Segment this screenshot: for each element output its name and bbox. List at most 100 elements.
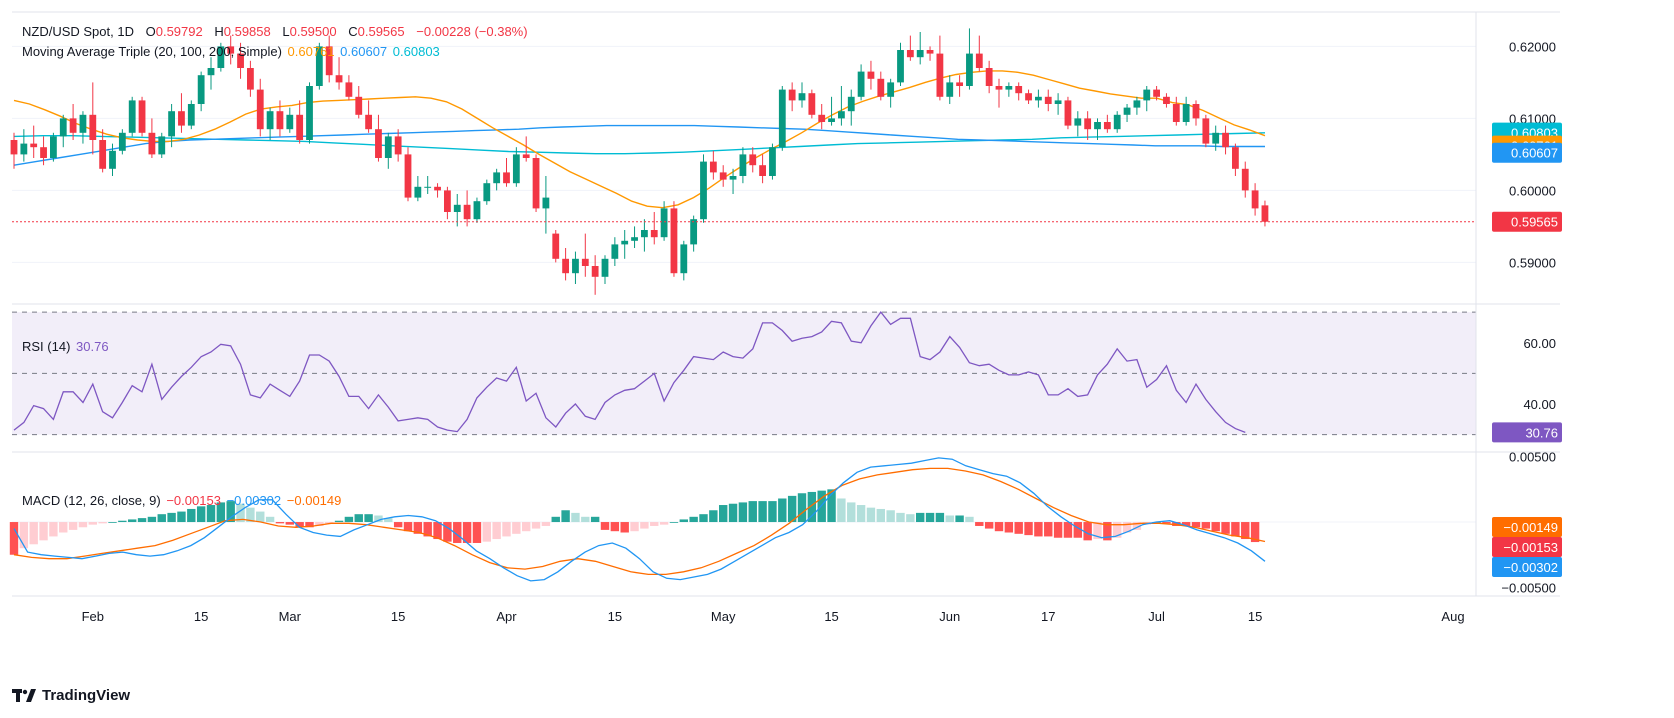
- macd-hist-bar: [482, 522, 491, 542]
- candle: [1182, 96, 1190, 126]
- candle: [1035, 89, 1042, 108]
- price-tick-label: 0.62000: [1509, 39, 1556, 54]
- candle: [749, 147, 757, 173]
- macd-hist-bar: [177, 511, 186, 523]
- macd-hist-bar: [108, 522, 117, 523]
- svg-text:−0.00302: −0.00302: [1503, 560, 1558, 575]
- candle: [197, 71, 205, 112]
- macd-hist-bar: [1162, 522, 1171, 524]
- brand-name: TradingView: [42, 687, 131, 704]
- macd-hist-bar: [768, 501, 777, 523]
- candle: [355, 86, 363, 119]
- candle: [296, 100, 304, 144]
- macd-hist-bar: [265, 516, 275, 523]
- candle: [926, 46, 934, 61]
- rsi-value-tag: 30.76: [1492, 422, 1562, 443]
- macd-value-tag: −0.00302: [1492, 557, 1562, 577]
- macd-hist-bar: [443, 522, 452, 542]
- candle: [601, 255, 609, 284]
- time-tick-label: Mar: [279, 609, 302, 624]
- candle: [69, 104, 77, 140]
- candle: [483, 179, 491, 205]
- macd-hist-bar: [1191, 522, 1201, 528]
- candle: [158, 132, 166, 158]
- macd-hist-bar: [994, 522, 1004, 532]
- tradingview-brand[interactable]: TradingView: [12, 687, 130, 704]
- tradingview-logo-icon: [12, 688, 36, 702]
- time-tick-label: 15: [391, 609, 405, 624]
- macd-hist-bar: [147, 516, 157, 523]
- macd-hist-bar: [1083, 522, 1092, 541]
- candle: [562, 248, 569, 281]
- close-value: 0.59565: [357, 24, 405, 39]
- macd-hist-bar: [512, 522, 521, 534]
- candle: [335, 57, 343, 90]
- ma20-line: [13, 70, 1266, 209]
- macd-hist-bar: [295, 522, 304, 528]
- macd-hist-bar: [610, 522, 620, 532]
- candle: [325, 35, 333, 83]
- macd-hist-bar: [906, 514, 915, 523]
- candle: [709, 150, 717, 180]
- candle: [838, 86, 845, 126]
- candle: [788, 82, 796, 112]
- candle: [40, 136, 47, 166]
- candle: [424, 176, 432, 194]
- candle: [1261, 200, 1269, 227]
- candle: [463, 190, 471, 227]
- candle: [50, 132, 57, 162]
- time-tick-label: 15: [824, 609, 838, 624]
- candle: [1054, 93, 1062, 115]
- candle: [79, 111, 87, 144]
- macd-hist-bar: [325, 522, 334, 524]
- candle: [217, 42, 225, 72]
- candle: [532, 154, 540, 212]
- candle: [680, 240, 688, 281]
- candle: [20, 129, 28, 162]
- macd-hist-bar: [935, 512, 945, 523]
- svg-text:0.60607: 0.60607: [1511, 146, 1558, 161]
- candle: [10, 132, 18, 169]
- candle: [434, 183, 441, 198]
- candle: [975, 35, 983, 72]
- macd-tick-label: −0.00500: [1501, 580, 1556, 595]
- candle: [128, 96, 136, 137]
- macd-hist-bar: [393, 522, 403, 528]
- macd-tick-label: 0.00500: [1509, 450, 1556, 465]
- candle: [89, 82, 97, 155]
- signal-line: [13, 467, 1266, 576]
- candle: [1044, 89, 1052, 112]
- macd-hist-bar: [965, 516, 974, 523]
- macd-hist-bar: [984, 522, 994, 529]
- candle: [591, 255, 599, 295]
- ma-title: Moving Average Triple (20, 100, 200, Sim…: [22, 44, 282, 59]
- time-tick-label: 15: [194, 609, 208, 624]
- macd-histogram: [9, 489, 1260, 555]
- macd-hist-bar: [187, 508, 196, 523]
- candle: [1064, 96, 1072, 130]
- rsi-tick-label: 40.00: [1523, 397, 1556, 412]
- candle: [916, 32, 924, 65]
- macd-hist-bar: [1231, 522, 1240, 537]
- candle: [729, 168, 737, 194]
- candle: [394, 129, 402, 162]
- open-label: O: [145, 24, 156, 39]
- candle: [138, 96, 146, 137]
- macd-hist-bar: [886, 510, 895, 523]
- candle: [59, 114, 67, 148]
- candle: [237, 42, 244, 79]
- candle: [1094, 118, 1101, 140]
- candle: [1192, 100, 1200, 126]
- macd-hist-bar: [206, 505, 216, 523]
- macd-hist-bar: [1211, 522, 1220, 532]
- candle: [1222, 125, 1229, 155]
- macd-hist-bar: [1004, 522, 1014, 533]
- macd-hist-bar: [49, 522, 58, 537]
- candle: [473, 197, 481, 223]
- macd-hist-bar: [738, 502, 748, 523]
- candle: [818, 104, 826, 130]
- macd-hist-bar: [118, 520, 127, 523]
- macd-hist-bar: [581, 516, 590, 523]
- macd-value: −0.00302: [226, 493, 282, 508]
- macd-hist-bar: [196, 506, 206, 523]
